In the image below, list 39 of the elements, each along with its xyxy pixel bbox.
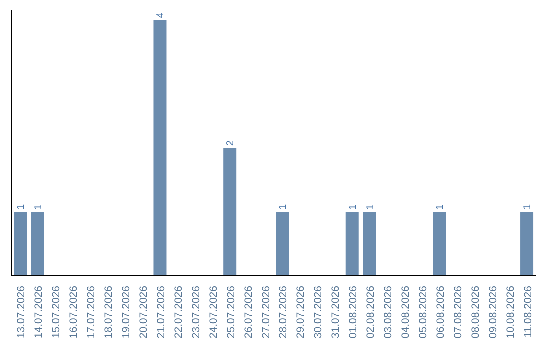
x-tick-label: 08.08.2026 bbox=[470, 286, 482, 339]
x-tick-label: 10.08.2026 bbox=[504, 286, 517, 339]
x-tick-label: 25.07.2026 bbox=[225, 286, 238, 339]
x-tick-label: 26.07.2026 bbox=[242, 286, 255, 339]
data-label: 1 bbox=[435, 204, 446, 210]
x-tick-label: 22.07.2026 bbox=[172, 286, 185, 339]
x-tick-label: 17.07.2026 bbox=[86, 286, 98, 339]
x-tick-label: 01.08.2026 bbox=[348, 286, 360, 339]
x-tick-label: 28.07.2026 bbox=[278, 286, 290, 339]
x-tick-label: 19.07.2026 bbox=[120, 286, 133, 339]
data-label: 1 bbox=[33, 204, 44, 210]
x-tick-label: 21.07.2026 bbox=[155, 286, 168, 339]
x-tick-label: 18.07.2026 bbox=[103, 286, 116, 339]
x-tick-label: 03.08.2026 bbox=[382, 286, 395, 339]
x-tick-label: 16.07.2026 bbox=[68, 286, 80, 339]
x-tick-label: 20.07.2026 bbox=[138, 286, 150, 339]
x-tick-label: 05.08.2026 bbox=[417, 286, 430, 339]
x-tick-label: 30.07.2026 bbox=[312, 286, 325, 339]
data-label: 4 bbox=[156, 12, 167, 18]
data-label: 1 bbox=[365, 204, 376, 210]
data-label: 1 bbox=[348, 204, 359, 210]
data-label: 2 bbox=[226, 140, 237, 146]
data-label: 1 bbox=[16, 204, 27, 210]
x-tick-label: 14.07.2026 bbox=[33, 286, 46, 339]
x-tick-label: 27.07.2026 bbox=[260, 286, 272, 339]
data-label: 1 bbox=[522, 204, 534, 210]
x-tick-label: 09.08.2026 bbox=[487, 286, 500, 339]
x-tick-label: 31.07.2026 bbox=[330, 286, 342, 339]
x-tick-label: 02.08.2026 bbox=[365, 286, 378, 339]
x-tick-label: 11.08.2026 bbox=[522, 286, 534, 338]
x-tick-label: 29.07.2026 bbox=[295, 286, 308, 339]
x-tick-label: 24.07.2026 bbox=[208, 286, 220, 339]
x-tick-label: 04.08.2026 bbox=[400, 286, 412, 339]
x-tick-label: 13.07.2026 bbox=[16, 286, 28, 339]
x-tick-label: 23.07.2026 bbox=[190, 286, 202, 339]
x-tick-label: 15.07.2026 bbox=[50, 286, 63, 339]
x-tick-label: 07.08.2026 bbox=[452, 286, 464, 339]
data-label: 1 bbox=[278, 204, 289, 210]
x-tick-label: 06.08.2026 bbox=[434, 286, 447, 339]
